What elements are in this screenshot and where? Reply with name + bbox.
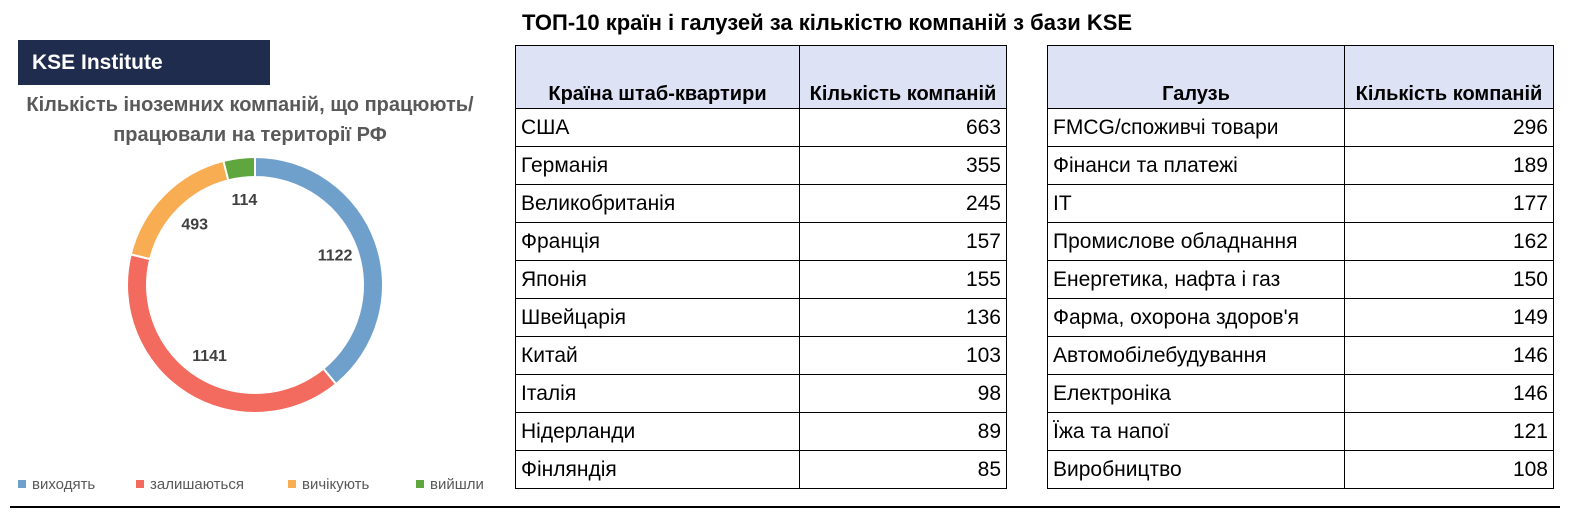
row-label: Виробництво xyxy=(1047,450,1345,489)
legend-marker xyxy=(288,480,296,488)
row-label: Фарма, охорона здоров'я xyxy=(1047,298,1345,337)
row-value: 149 xyxy=(1344,298,1554,337)
table-row: Нідерланди 89 xyxy=(515,412,1007,451)
row-label: Китай xyxy=(515,336,800,375)
table-row: Франція 157 xyxy=(515,222,1007,261)
row-label: Їжа та напої xyxy=(1047,412,1345,451)
donut-slice xyxy=(254,155,384,386)
table-row: США 663 xyxy=(515,108,1007,147)
brand: KSE Institute xyxy=(18,40,270,85)
column-header: Кількість компаній xyxy=(1344,45,1554,109)
table-row: IT 177 xyxy=(1047,184,1554,223)
table-row: Промислове обладнання 162 xyxy=(1047,222,1554,261)
data-label: 114 xyxy=(232,192,258,209)
row-value: 663 xyxy=(799,108,1007,147)
legend-label: виходять xyxy=(32,476,95,493)
row-value: 89 xyxy=(799,412,1007,451)
row-label: Великобританія xyxy=(515,184,800,223)
donut-slice xyxy=(126,253,338,414)
row-value: 162 xyxy=(1344,222,1554,261)
row-label: Промислове обладнання xyxy=(1047,222,1345,261)
donut-slice xyxy=(129,159,230,261)
row-label: Автомобілебудування xyxy=(1047,336,1345,375)
table-row: Японія 155 xyxy=(515,260,1007,299)
row-value: 150 xyxy=(1344,260,1554,299)
data-table: Галузь Кількість компаній FMCG/споживчі то… xyxy=(1047,45,1554,489)
row-label: Японія xyxy=(515,260,800,299)
data-label: 493 xyxy=(181,216,208,233)
row-label: Нідерланди xyxy=(515,412,800,451)
row-value: 296 xyxy=(1344,108,1554,147)
table-row: Електроніка 146 xyxy=(1047,374,1554,413)
row-value: 155 xyxy=(799,260,1007,299)
row-value: 85 xyxy=(799,450,1007,489)
row-value: 136 xyxy=(799,298,1007,337)
table-row: Великобританія 245 xyxy=(515,184,1007,223)
row-label: Фінляндія xyxy=(515,450,800,489)
table-row: Автомобілебудування 146 xyxy=(1047,336,1554,375)
row-value: 146 xyxy=(1344,374,1554,413)
row-label: США xyxy=(515,108,800,147)
data-label: 1122 xyxy=(318,248,353,265)
table-row: FMCG/споживчі товари 296 xyxy=(1047,108,1554,147)
row-label: Фінанси та платежі xyxy=(1047,146,1345,185)
row-label: Енергетика, нафта і газ xyxy=(1047,260,1345,299)
table-row: Фінляндія 85 xyxy=(515,450,1007,489)
main-title: ТОП-10 країн і галузей за кількістю комп… xyxy=(522,10,1133,35)
row-value: 177 xyxy=(1344,184,1554,223)
column-header: Кількість компаній xyxy=(799,45,1007,109)
row-label: Франція xyxy=(515,222,800,261)
row-label: Електроніка xyxy=(1047,374,1345,413)
row-value: 103 xyxy=(799,336,1007,375)
legend-marker xyxy=(136,480,144,488)
row-value: 121 xyxy=(1344,412,1554,451)
row-label: Італія xyxy=(515,374,800,413)
legend-label: вичікують xyxy=(302,476,370,493)
header-row: Галузь Кількість компаній xyxy=(1047,45,1554,109)
legend-label: вийшли xyxy=(430,476,484,493)
column-header: Галузь xyxy=(1047,45,1345,109)
legend-marker xyxy=(18,480,26,488)
table-row: Германія 355 xyxy=(515,146,1007,185)
chart-title: Кількість іноземних компаній, що працюют… xyxy=(26,94,474,146)
row-value: 245 xyxy=(799,184,1007,223)
row-value: 146 xyxy=(1344,336,1554,375)
table-row: Енергетика, нафта і газ 150 xyxy=(1047,260,1554,299)
row-value: 189 xyxy=(1344,146,1554,185)
row-value: 108 xyxy=(1344,450,1554,489)
row-label: Германія xyxy=(515,146,800,185)
header-row: Країна штаб-квартири Кількість компаній xyxy=(515,45,1007,109)
table-row: Виробництво 108 xyxy=(1047,450,1554,489)
table-row: Швейцарія 136 xyxy=(515,298,1007,337)
legend-label: залишаються xyxy=(150,476,244,493)
donut-slice xyxy=(222,155,256,182)
row-value: 355 xyxy=(799,146,1007,185)
column-header: Країна штаб-квартири xyxy=(515,45,800,109)
chart: 1122 1141 493 114 виходять залишаються вичікую… xyxy=(18,155,484,493)
table-row: Китай 103 xyxy=(515,336,1007,375)
row-value: 98 xyxy=(799,374,1007,413)
table-row: Фарма, охорона здоров'я 149 xyxy=(1047,298,1554,337)
legend-marker xyxy=(416,480,424,488)
row-value: 157 xyxy=(799,222,1007,261)
row-label: Швейцарія xyxy=(515,298,800,337)
bottom-rule xyxy=(10,506,1560,508)
row-label: IT xyxy=(1047,184,1345,223)
row-label: FMCG/споживчі товари xyxy=(1047,108,1345,147)
table-row: Італія 98 xyxy=(515,374,1007,413)
table-row: Їжа та напої 121 xyxy=(1047,412,1554,451)
data-table: Країна штаб-квартири Кількість компаній СШ… xyxy=(515,45,1007,489)
data-label: 1141 xyxy=(192,348,227,365)
table-row: Фінанси та платежі 189 xyxy=(1047,146,1554,185)
